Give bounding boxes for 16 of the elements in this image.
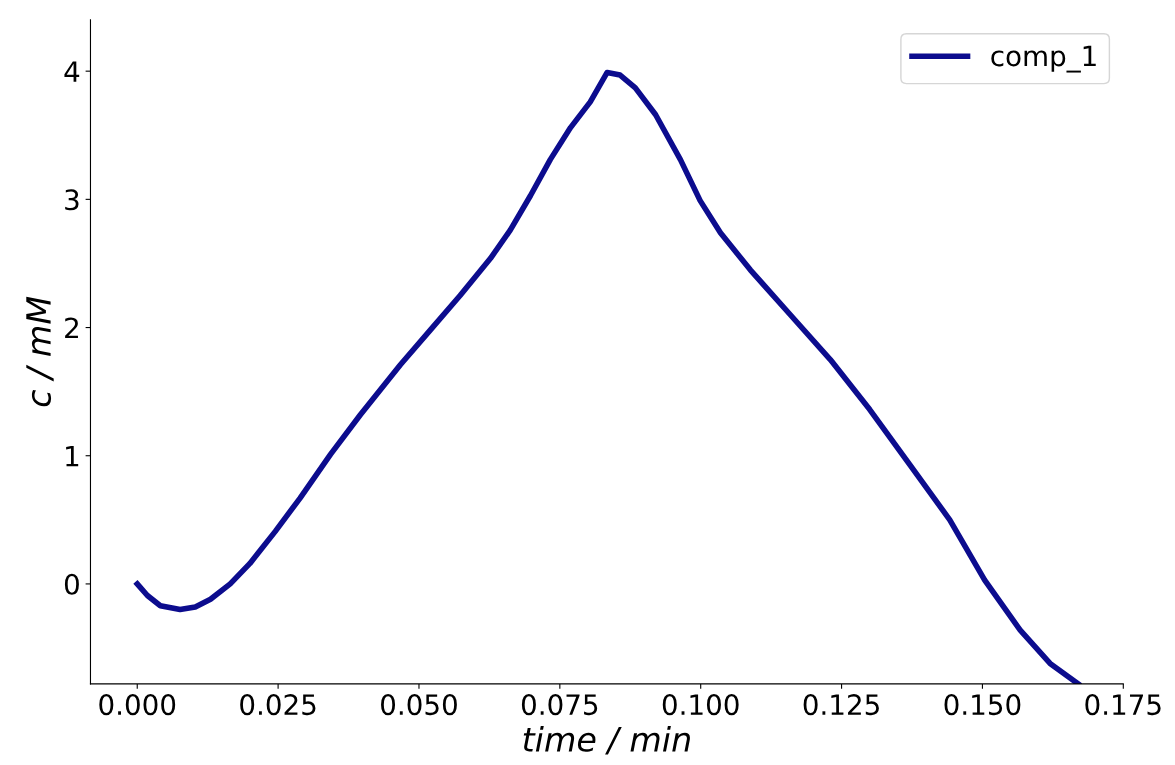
y-tick-label: 2 [65, 317, 78, 339]
y-axis-title: c / mM [26, 296, 54, 407]
y-tick-label: 1 [66, 446, 79, 467]
legend-label: comp_1 [991, 45, 1096, 73]
x-tick-label: 0.100 [662, 694, 739, 716]
x-axis-title: time / min [523, 726, 690, 755]
y-tick-label: 4 [64, 61, 80, 82]
x-tick-label: 0.000 [99, 694, 176, 716]
x-tick-label: 0.150 [944, 694, 1021, 716]
y-tick-label: 0 [64, 573, 79, 595]
x-tick-label: 0.025 [240, 694, 316, 716]
x-tick-label: 0.125 [803, 694, 879, 716]
y-tick-label: 3 [65, 189, 79, 211]
x-tick-label: 0.050 [381, 694, 457, 716]
x-tick-label: 0.075 [521, 694, 598, 716]
x-tick-label: 0.175 [1085, 694, 1161, 716]
